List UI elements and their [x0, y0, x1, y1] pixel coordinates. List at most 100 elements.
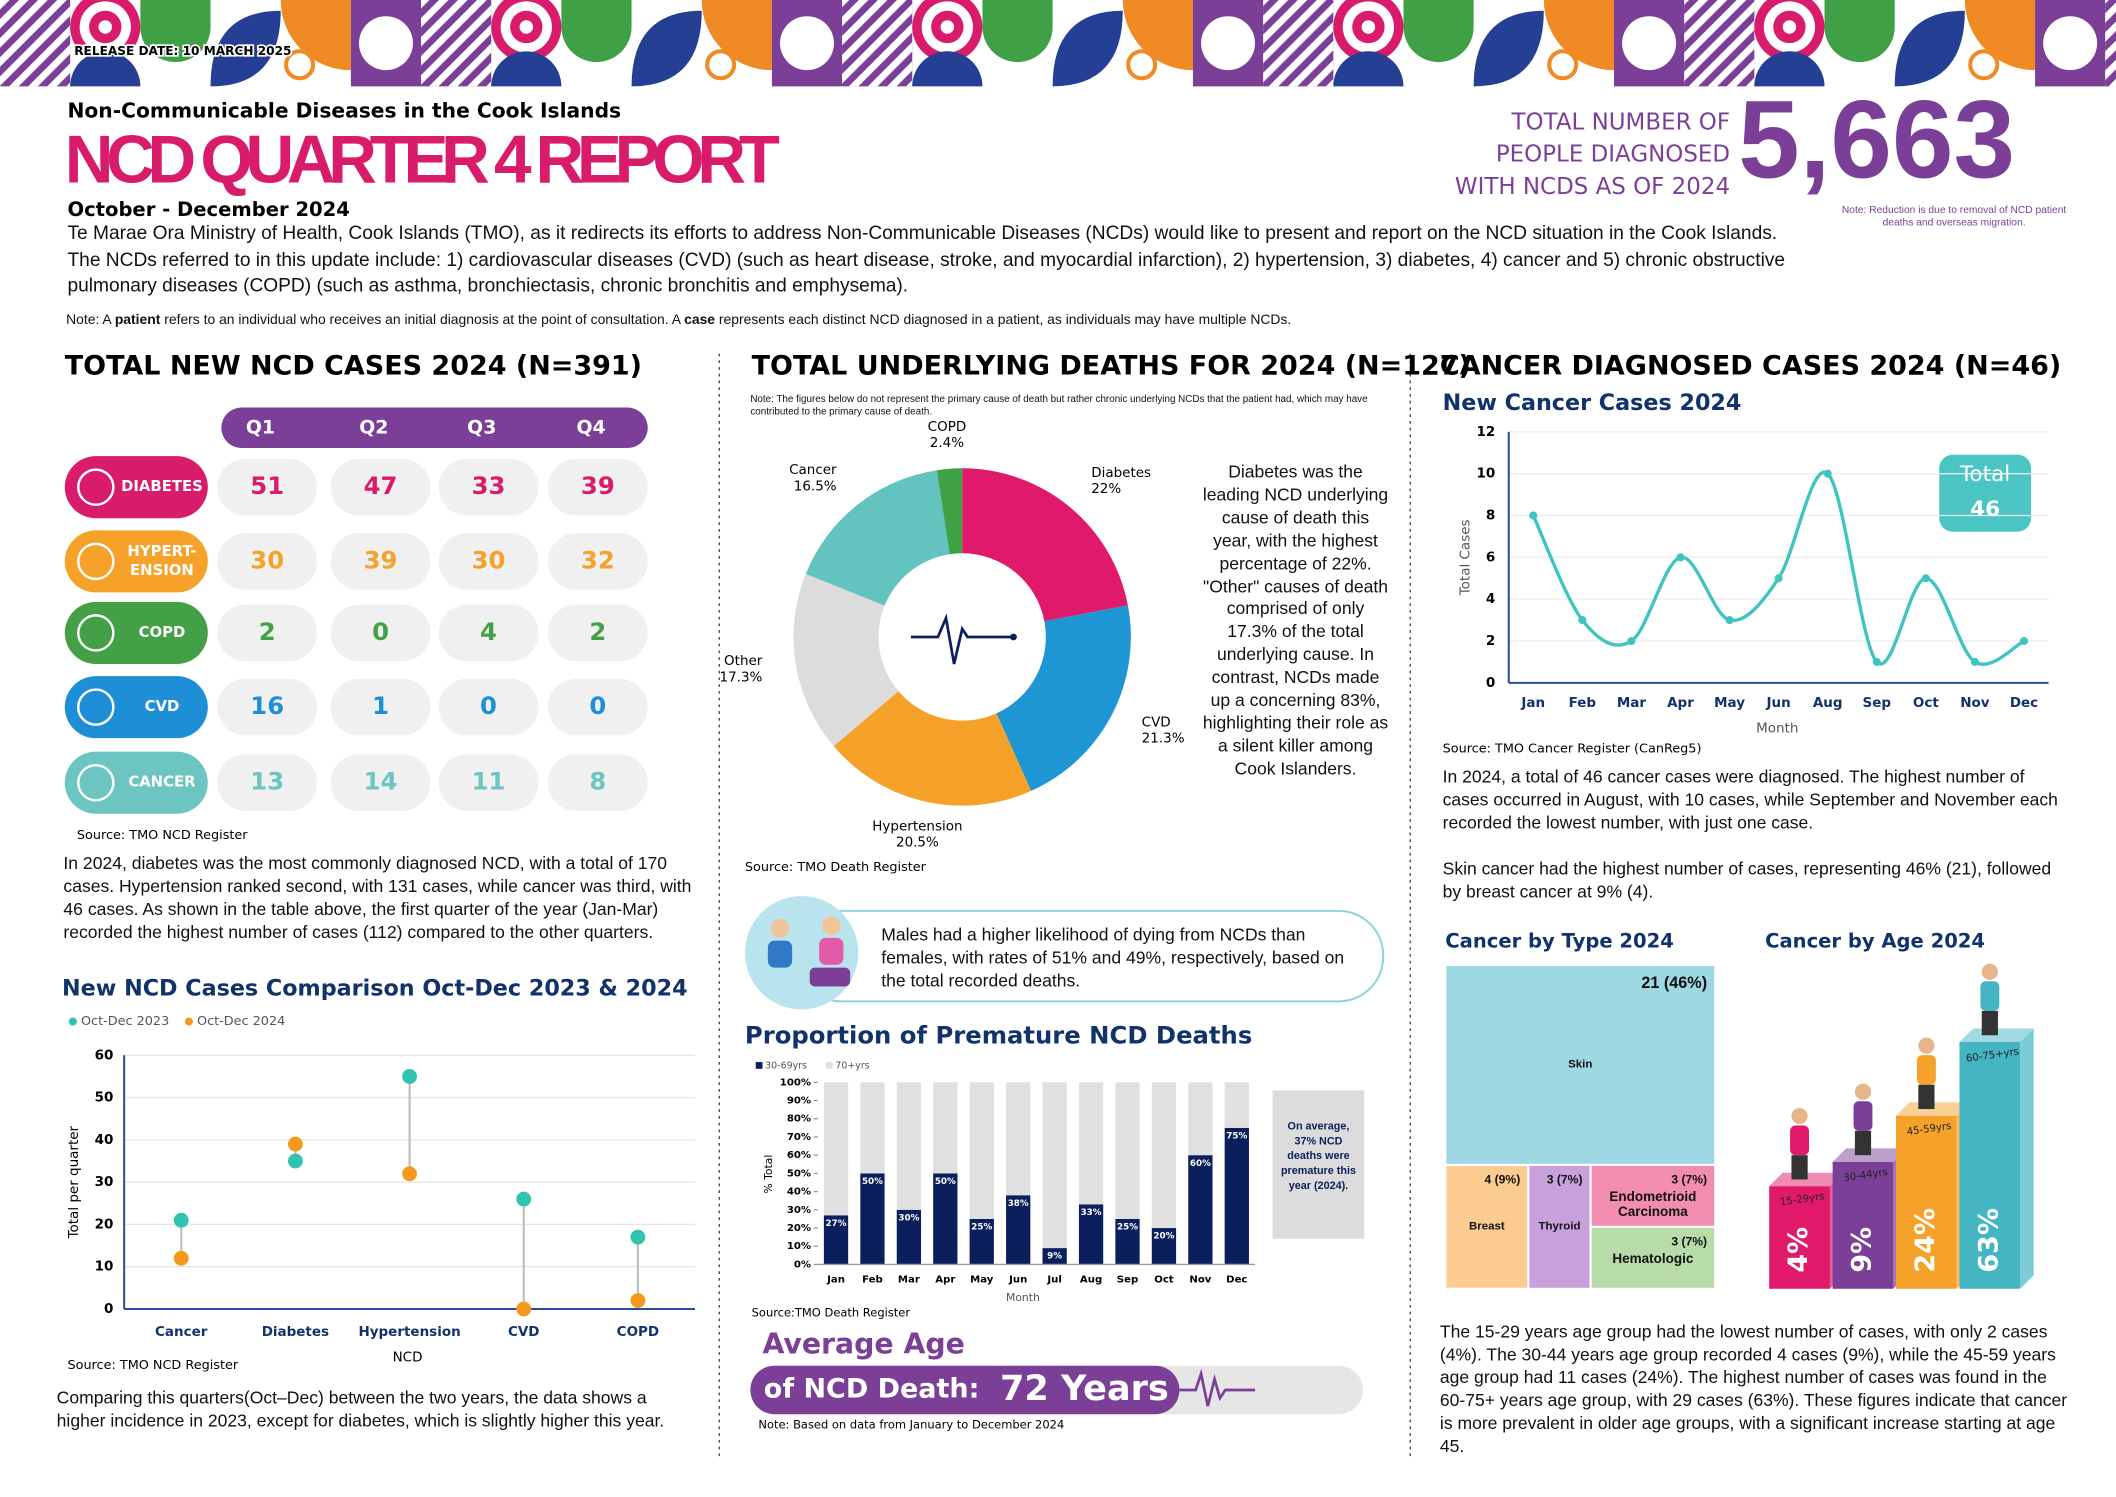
- bar-label: 60%: [1190, 1159, 1211, 1169]
- bar-segment: [1115, 1082, 1140, 1219]
- bar-label: 50%: [862, 1177, 883, 1187]
- treemap-label: Skin: [1568, 1056, 1593, 1071]
- cell: [547, 533, 648, 590]
- badge-label: Total: [1959, 462, 2010, 487]
- x-tick-label: Hypertension: [358, 1324, 460, 1340]
- cell: [217, 678, 318, 736]
- cell: [438, 754, 539, 812]
- decor-quarter: [280, 0, 351, 71]
- bar-segment: [823, 1215, 849, 1265]
- y-tick-label: 30: [95, 1174, 114, 1190]
- row-icon: [77, 688, 115, 726]
- cell-value: 2: [259, 617, 276, 646]
- average-age-title: Average Age: [762, 1327, 964, 1360]
- decor-stripes: [421, 0, 492, 87]
- point: [1921, 574, 1930, 583]
- bar-segment: [1151, 1082, 1177, 1229]
- legend-label: 30-69yrs: [765, 1061, 807, 1072]
- decor-half: [912, 51, 983, 87]
- point: [1578, 616, 1587, 625]
- cell-value: 30: [472, 545, 506, 574]
- cell: [438, 533, 539, 590]
- bar-label: 38%: [1008, 1199, 1029, 1209]
- bar-segment: [1078, 1204, 1104, 1265]
- cell: [330, 754, 431, 812]
- y-tick-label: 20: [95, 1216, 114, 1232]
- decor-ring: [98, 20, 113, 34]
- legend-swatch: [755, 1062, 763, 1069]
- bar: [1769, 1186, 1830, 1289]
- pulse-line: [1179, 1368, 1256, 1407]
- donut-slice: [936, 468, 963, 555]
- figure-head: [1981, 963, 1998, 980]
- icon-figure: [821, 916, 841, 936]
- decor-quarter: [701, 0, 772, 71]
- paragraph: In 2024, diabetes was the most commonly …: [63, 852, 692, 942]
- chart-title: New NCD Cases Comparison Oct-Dec 2023 & …: [62, 976, 688, 1002]
- subtitle: Non-Communicable Diseases in the Cook Is…: [67, 99, 621, 123]
- decor-dot: [1126, 49, 1158, 81]
- y-axis-label: Total per quarter: [66, 1125, 82, 1239]
- slice-label: Cancer: [789, 462, 837, 478]
- row-label: CANCER: [128, 774, 196, 791]
- slice-value: 21.3%: [1142, 731, 1185, 747]
- y-tick-label: 12: [1476, 424, 1495, 440]
- point: [1823, 469, 1832, 478]
- y-tick-label: 8: [1486, 508, 1495, 524]
- point: [1970, 657, 1979, 666]
- bar-segment: [933, 1082, 958, 1174]
- paragraph: The 15-29 years age group had the lowest…: [1439, 1321, 2068, 1457]
- cell: [217, 604, 318, 662]
- cell-value: 0: [480, 691, 497, 720]
- x-tick-label: Jun: [1766, 695, 1791, 711]
- icon-figure: [819, 937, 844, 965]
- y-tick-label: 60: [95, 1047, 114, 1063]
- cell-value: 47: [364, 471, 398, 500]
- y-tick-label: 10: [1476, 466, 1495, 482]
- cell: [217, 458, 318, 516]
- x-tick-label: Feb: [862, 1274, 883, 1285]
- decor-dot: [1968, 49, 2000, 81]
- x-tick-label: Mar: [898, 1274, 920, 1285]
- cell: [330, 678, 431, 736]
- bar-segment: [1188, 1155, 1213, 1265]
- bar-label: 30%: [898, 1213, 919, 1223]
- decor-leaf: [210, 10, 281, 87]
- row-icon: [77, 614, 115, 652]
- legend-label: Oct-Dec 2023: [81, 1014, 169, 1029]
- bar-segment: [1006, 1195, 1031, 1265]
- legend-swatch: [68, 1017, 77, 1026]
- column-label: Q4: [576, 416, 605, 438]
- figure-body: [1790, 1125, 1810, 1156]
- chart-title: Cancer by Type 2024: [1445, 929, 1674, 952]
- x-tick-label: Dec: [1226, 1274, 1247, 1285]
- row-label: CVD: [145, 698, 180, 715]
- decor-stripes: [842, 0, 913, 87]
- callout-text: Males had a higher likelihood of dying f…: [881, 924, 1345, 991]
- total-label: PEOPLE DIAGNOSED: [1496, 142, 1730, 168]
- badge-value: 46: [1970, 497, 2000, 522]
- legend-label: Oct-Dec 2024: [197, 1014, 285, 1029]
- y-tick-label: 0: [1486, 675, 1495, 691]
- x-tick-label: Apr: [935, 1274, 955, 1285]
- decor-half: [70, 51, 141, 87]
- bar-segment: [1006, 1082, 1031, 1196]
- y-tick-label: 90%: [787, 1096, 811, 1107]
- note: Note: Based on data from January to Dece…: [758, 1418, 1064, 1432]
- decor-leaf: [1052, 10, 1123, 87]
- figure-head: [1918, 1037, 1935, 1054]
- icon-figure: [767, 940, 793, 968]
- legend-swatch: [184, 1017, 193, 1026]
- donut-slice: [996, 605, 1131, 791]
- bar-segment: [933, 1173, 958, 1265]
- row-pill: [64, 751, 208, 814]
- figure-body: [1853, 1101, 1873, 1131]
- chart-title: New Cancer Cases 2024: [1443, 390, 1742, 416]
- cell: [547, 754, 648, 812]
- x-tick-label: CVD: [508, 1324, 540, 1340]
- x-tick-label: Cancer: [155, 1324, 208, 1340]
- paragraph: Diabetes was the leading NCD underlying …: [1202, 461, 1389, 779]
- treemap-label: Endometrioid Carcinoma: [1609, 1190, 1697, 1221]
- dot: [516, 1191, 532, 1207]
- y-tick-label: 30%: [787, 1205, 811, 1216]
